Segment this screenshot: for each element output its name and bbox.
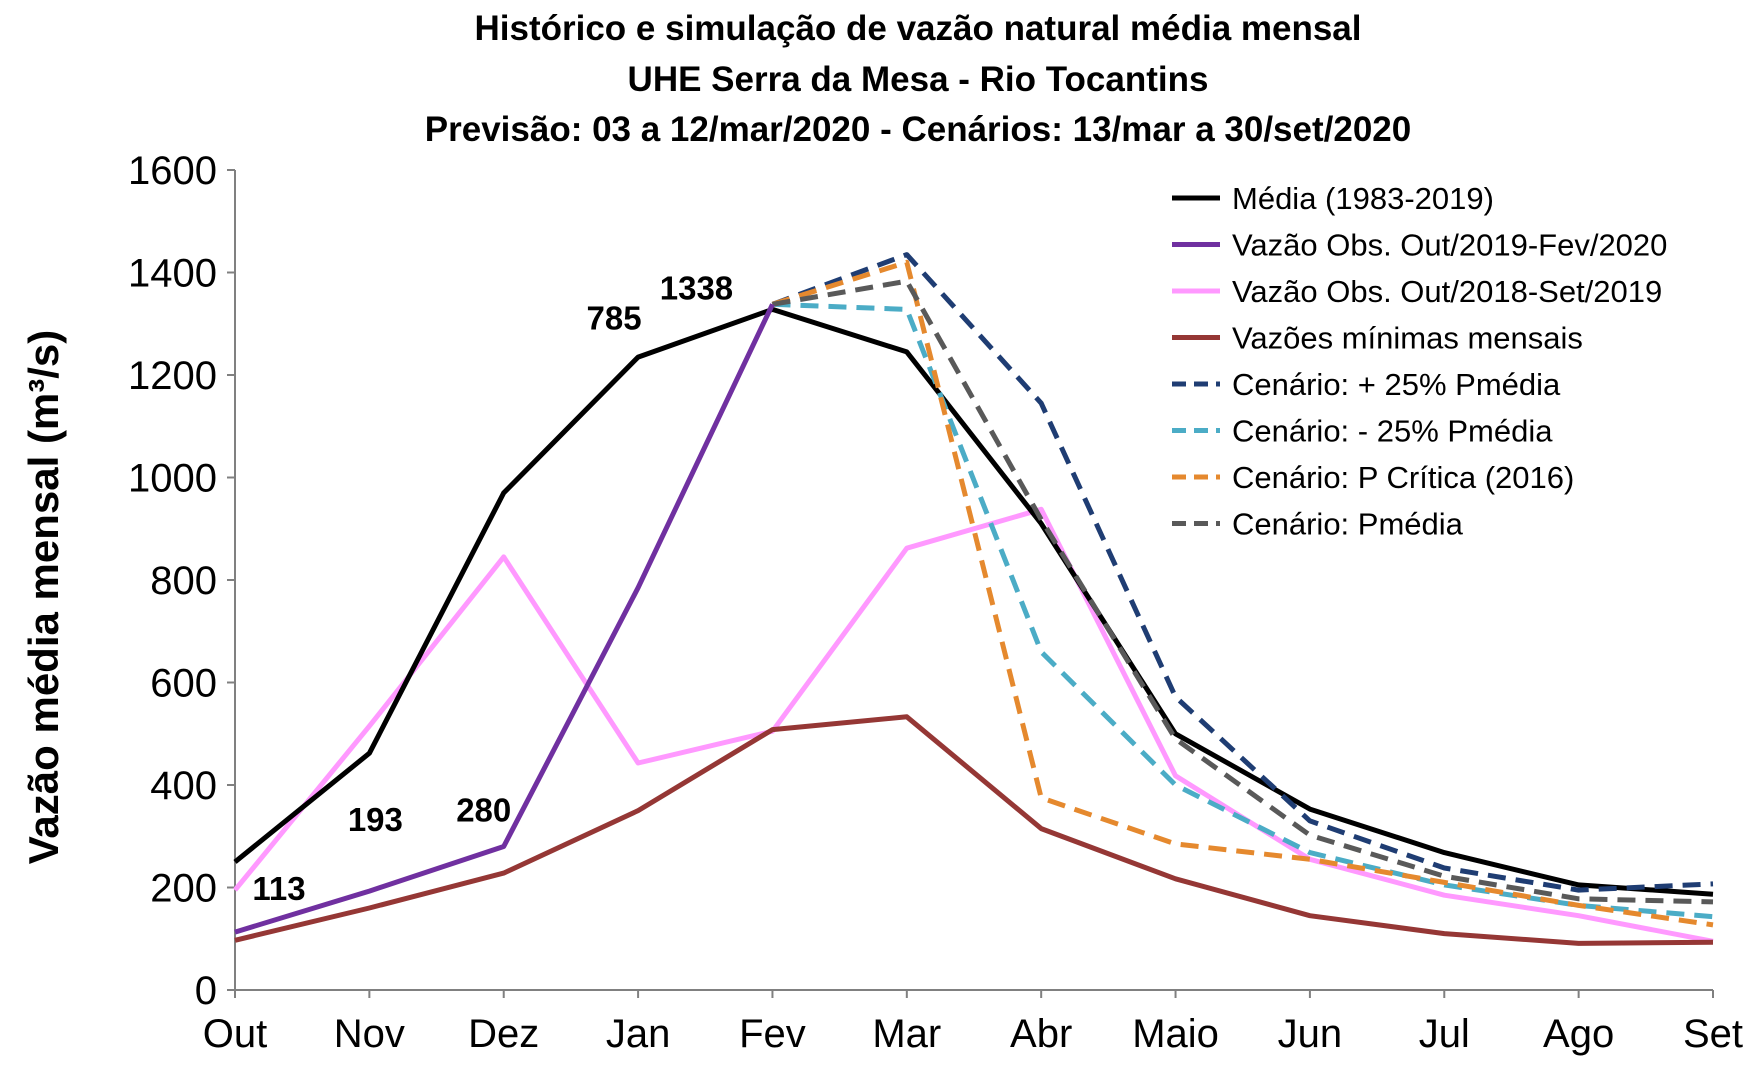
x-tick-label: Nov (334, 1012, 405, 1056)
x-tick-label: Jun (1278, 1012, 1343, 1056)
data-label: 193 (348, 801, 403, 838)
x-tick-label: Set (1683, 1012, 1743, 1056)
chart-title-line-2: UHE Serra da Mesa - Rio Tocantins (628, 60, 1209, 99)
series-line-3 (234, 714, 1714, 946)
chart-title: Histórico e simulação de vazão natural m… (425, 9, 1411, 149)
data-label: 113 (252, 870, 305, 907)
y-axis-label: Vazão média mensal (m³/s) (20, 330, 67, 865)
legend: Média (1983-2019) Vazão Obs. Out/2019-Fev… (1172, 181, 1667, 542)
y-tick-label: 1000 (128, 457, 217, 501)
x-tick-label: Jul (1419, 1012, 1470, 1056)
x-tick-label: Fev (739, 1012, 806, 1056)
chart-title-line-1: Histórico e simulação de vazão natural m… (475, 9, 1362, 48)
y-tick-label: 600 (150, 662, 217, 706)
y-tick-label: 1600 (128, 149, 217, 193)
x-tick-label: Abr (1010, 1012, 1072, 1056)
y-tick-label: 800 (150, 559, 217, 603)
x-tick-label: Dez (468, 1012, 539, 1056)
y-tick-label: 0 (195, 969, 217, 1013)
data-label: 1338 (660, 269, 733, 306)
legend-label: Vazões mínimas mensais (1232, 321, 1583, 356)
legend-label: Vazão Obs. Out/2018-Set/2019 (1232, 274, 1662, 309)
legend-label: Cenário: - 25% Pmédia (1232, 414, 1553, 449)
data-label: 785 (587, 300, 642, 337)
series-line-1 (234, 303, 775, 935)
series-line-7 (772, 278, 1714, 905)
axes: 0 200 400 600 800 1000 1200 1400 1600 Out Nov Dez Ja… (128, 149, 1743, 1056)
series-line-0 (233, 306, 1714, 897)
chart-title-line-3: Previsão: 03 a 12/mar/2020 - Cenários: 1… (425, 110, 1411, 149)
x-tick-label: Ago (1543, 1012, 1614, 1056)
legend-label: Cenário: Pmédia (1232, 507, 1464, 542)
y-tick-label: 1200 (128, 354, 217, 398)
series-line-6 (771, 259, 1714, 928)
x-tick-label: Jan (606, 1012, 671, 1056)
x-tick-label: Maio (1132, 1012, 1219, 1056)
plot-area (233, 252, 1714, 946)
series-line-4 (771, 252, 1714, 893)
legend-label: Vazão Obs. Out/2019-Fev/2020 (1232, 228, 1667, 263)
y-tick-label: 200 (150, 867, 217, 911)
x-tick-label: Mar (872, 1012, 941, 1056)
y-tick-label: 1400 (128, 252, 217, 296)
series-line-2 (233, 506, 1714, 944)
legend-label: Média (1983-2019) (1232, 181, 1494, 216)
legend-label: Cenário: P Crítica (2016) (1232, 460, 1574, 495)
data-label: 280 (456, 792, 511, 829)
legend-label: Cenário: + 25% Pmédia (1232, 367, 1561, 402)
data-labels: 113 193 280 785 1338 (252, 269, 733, 907)
x-tick-label: Out (203, 1012, 267, 1056)
y-tick-label: 400 (150, 764, 217, 808)
